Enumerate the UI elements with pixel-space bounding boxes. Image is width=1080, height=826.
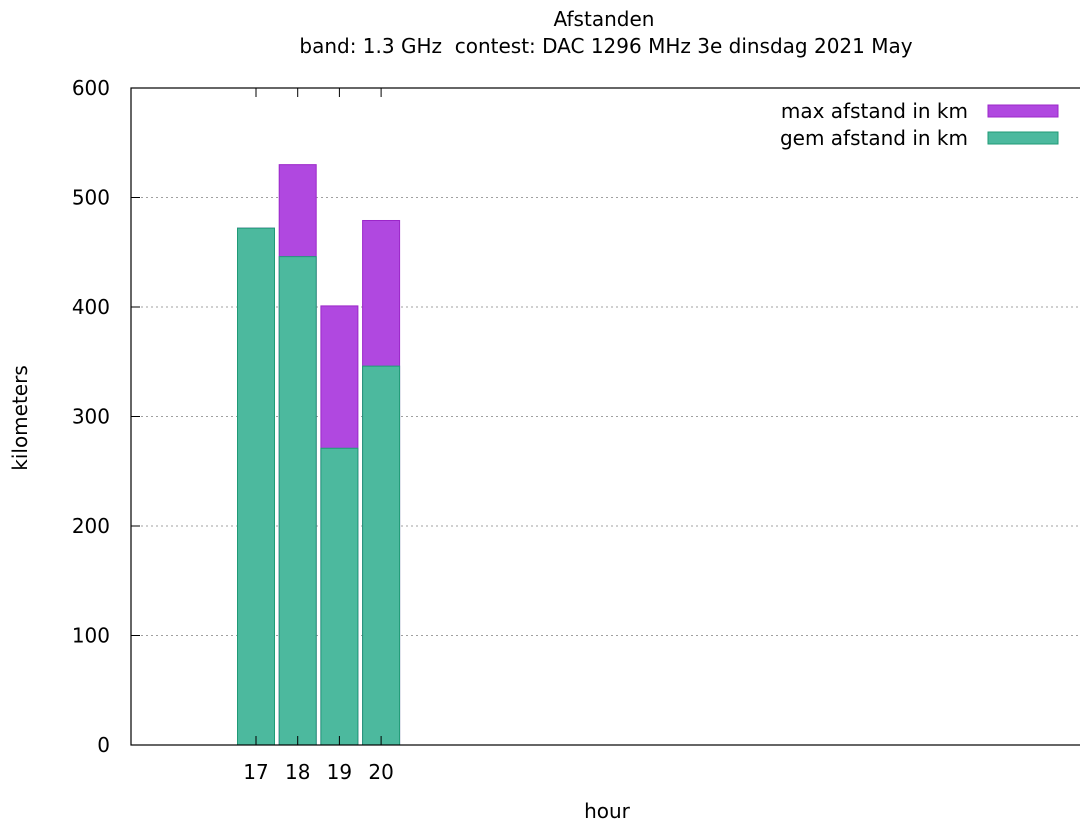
legend-label: gem afstand in km [780,126,968,150]
legend: max afstand in km gem afstand in km [780,99,1059,150]
x-axis: 17 18 19 20 [243,88,394,784]
bars [237,164,401,746]
bar-avg-20 [362,365,401,746]
y-tick-label: 0 [97,733,110,757]
legend-swatch [987,131,1059,145]
chart-title: Afstanden [554,7,655,31]
x-tick-label: 19 [327,760,352,784]
y-tick-label: 100 [72,624,110,648]
x-axis-label: hour [584,799,631,823]
bar-avg-17 [237,227,275,746]
y-axis: 0 100 200 300 400 500 600 [72,76,140,757]
y-tick-label: 600 [72,76,110,100]
y-tick-label: 400 [72,295,110,319]
x-tick-label: 18 [285,760,310,784]
y-tick-label: 200 [72,514,110,538]
x-tick-label: 20 [368,760,393,784]
legend-label: max afstand in km [781,99,968,123]
bar-avg-19 [320,447,359,746]
y-axis-label: kilometers [8,365,32,471]
legend-swatch [987,104,1059,118]
chart-subtitle: band: 1.3 GHz contest: DAC 1296 MHz 3e d… [299,34,912,58]
bar-avg-18 [278,256,317,746]
y-tick-label: 500 [72,186,110,210]
y-tick-label: 300 [72,405,110,429]
x-tick-label: 17 [243,760,268,784]
